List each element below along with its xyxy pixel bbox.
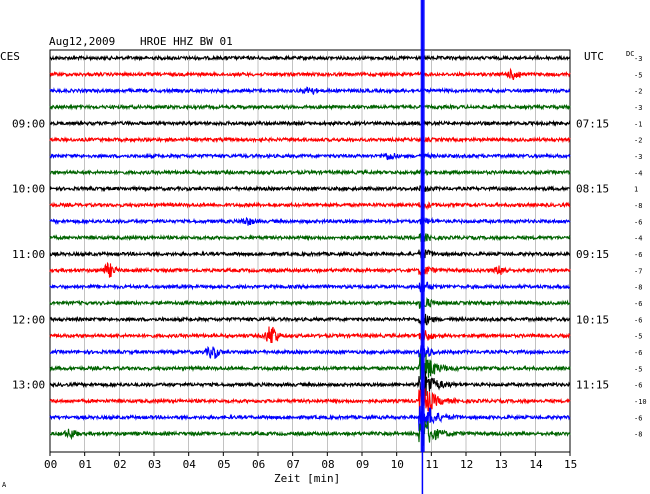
seismic-trace bbox=[49, 383, 571, 415]
left-time-label: 10:00 bbox=[12, 183, 45, 196]
seismic-trace bbox=[49, 103, 571, 111]
x-tick-label: 08 bbox=[321, 458, 334, 471]
x-tick-label: 02 bbox=[113, 458, 126, 471]
x-ticks: 00 01 02 03 04 05 06 07 08 09 10 11 12 13 14 15 bbox=[44, 452, 577, 471]
seismic-trace bbox=[49, 119, 571, 128]
dc-offset-label: -3 bbox=[634, 153, 642, 161]
left-time-label: 11:00 bbox=[12, 248, 45, 261]
date-label: Aug12,2009 bbox=[49, 35, 115, 48]
x-tick-label: 07 bbox=[287, 458, 300, 471]
right-timezone-label: UTC bbox=[584, 50, 604, 63]
x-tick-label: 14 bbox=[529, 458, 543, 471]
dc-offset-label: -6 bbox=[634, 382, 642, 390]
left-timezone-label: CES bbox=[0, 50, 20, 63]
left-time-label: 13:00 bbox=[12, 379, 45, 392]
x-tick-label: 13 bbox=[495, 458, 508, 471]
seismic-trace bbox=[49, 420, 571, 446]
dc-offset-label: -6 bbox=[634, 349, 642, 357]
seismic-trace bbox=[49, 353, 571, 386]
seismic-trace bbox=[49, 168, 571, 177]
dc-offset-label: -6 bbox=[634, 218, 642, 226]
dc-offset-label: -6 bbox=[634, 251, 642, 259]
dc-offset-label: -5 bbox=[634, 333, 642, 341]
dc-offset-label: -6 bbox=[634, 300, 642, 308]
x-tick-label: 00 bbox=[44, 458, 57, 471]
x-tick-label: 05 bbox=[217, 458, 230, 471]
seismic-trace bbox=[49, 281, 571, 293]
x-tick-label: 06 bbox=[252, 458, 265, 471]
dc-offset-label: -10 bbox=[634, 398, 647, 406]
seismic-trace bbox=[49, 216, 571, 226]
dc-offset-label: -8 bbox=[634, 431, 642, 439]
right-time-label: 11:15 bbox=[576, 379, 609, 392]
right-time-label: 09:15 bbox=[576, 248, 609, 261]
dc-offset-label: -2 bbox=[634, 137, 642, 145]
traces: -3 -5 -2 -3 -1 -2 -3 -4 1 -8 -6 -4 -6 -7 -8 -6 -6 -5 -6 -5 -… bbox=[49, 0, 647, 494]
dc-offset-label: -7 bbox=[634, 267, 642, 275]
seismic-trace bbox=[49, 67, 571, 81]
seismic-trace bbox=[49, 345, 571, 359]
footer-note: A bbox=[2, 481, 7, 489]
x-tick-label: 09 bbox=[356, 458, 369, 471]
time-labels: 09:00 10:00 11:00 12:00 13:00 07:15 08:15 09:15… bbox=[12, 117, 609, 391]
x-tick-label: 11 bbox=[425, 458, 438, 471]
x-tick-label: 15 bbox=[564, 458, 577, 471]
x-tick-label: 03 bbox=[148, 458, 161, 471]
dc-offset-label: -5 bbox=[634, 365, 642, 373]
seismic-trace bbox=[49, 233, 571, 243]
seismic-trace bbox=[49, 249, 571, 259]
seismic-trace bbox=[49, 313, 571, 326]
plot-frame bbox=[49, 49, 571, 453]
right-time-label: 07:15 bbox=[576, 117, 609, 130]
seismic-trace bbox=[49, 54, 571, 62]
seismic-trace bbox=[49, 136, 571, 144]
dc-offset-label: -4 bbox=[634, 169, 642, 177]
right-time-label: 08:15 bbox=[576, 183, 609, 196]
seismic-trace bbox=[49, 326, 571, 344]
left-time-label: 09:00 bbox=[12, 117, 45, 130]
dc-offset-label: -2 bbox=[634, 88, 642, 96]
right-time-label: 10:15 bbox=[576, 313, 609, 326]
dc-offset-label: -3 bbox=[634, 55, 642, 63]
dc-offset-label: -6 bbox=[634, 316, 642, 324]
seismic-trace bbox=[49, 151, 571, 161]
left-time-label: 12:00 bbox=[12, 313, 45, 326]
event-marker-line bbox=[421, 0, 424, 494]
dc-offset-label: -8 bbox=[634, 202, 642, 210]
dc-offset-label: 1 bbox=[634, 186, 638, 194]
dc-offset-label: -1 bbox=[634, 120, 642, 128]
x-tick-label: 04 bbox=[183, 458, 197, 471]
dc-label: DC bbox=[626, 50, 634, 58]
seismic-trace bbox=[49, 184, 571, 193]
seismic-trace bbox=[49, 371, 571, 398]
seismic-trace bbox=[49, 86, 571, 96]
seismic-trace bbox=[49, 261, 571, 278]
grid bbox=[49, 49, 571, 453]
seismic-trace bbox=[49, 297, 571, 309]
dc-offset-label: -4 bbox=[634, 235, 642, 243]
x-tick-label: 12 bbox=[460, 458, 473, 471]
dc-offset-label: -6 bbox=[634, 414, 642, 422]
dc-offset-label: -5 bbox=[634, 71, 642, 79]
x-tick-label: 10 bbox=[391, 458, 404, 471]
dc-offset-label: -8 bbox=[634, 284, 642, 292]
x-tick-label: 01 bbox=[79, 458, 92, 471]
seismic-trace bbox=[49, 405, 571, 433]
seismic-trace bbox=[49, 201, 571, 211]
station-label: HROE HHZ BW 01 bbox=[140, 35, 233, 48]
x-axis-label: Zeit [min] bbox=[274, 472, 340, 485]
dc-offset-label: -3 bbox=[634, 104, 642, 112]
